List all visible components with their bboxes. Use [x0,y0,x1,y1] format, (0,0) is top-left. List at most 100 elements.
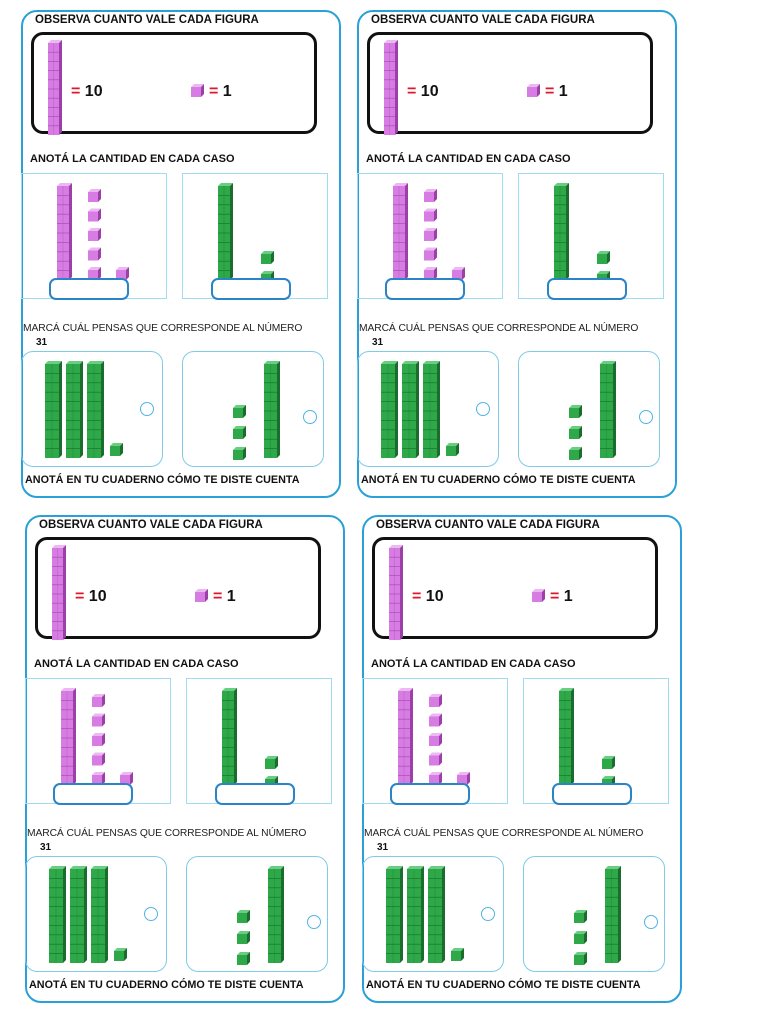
option-b-blocks [574,866,621,965]
case-b-answer-field[interactable] [215,783,295,805]
worksheet-card: OBSERVA CUANTO VALE CADA FIGURA = 10 = 1… [357,10,677,498]
option-a-radio[interactable] [144,907,158,921]
option-a-blocks [381,361,459,458]
ten-rod [398,688,413,785]
option-a-blocks [45,361,123,458]
case-b-answer-field[interactable] [211,278,291,300]
unit-cube [574,952,587,965]
option-b-blocks [569,361,616,460]
target-number: 31 [377,842,389,853]
ten-rod [386,866,403,963]
unit-cube [261,251,274,264]
ten-value: 10 [88,588,107,605]
unit-cube [457,772,470,785]
ten-rod [218,183,233,280]
option-a-radio[interactable] [476,402,490,416]
option-b-radio[interactable] [303,410,317,424]
case-b-answer-field[interactable] [552,783,632,805]
ten-rod [554,183,569,280]
card-footer: ANOTÁ EN TU CUADERNO CÓMO TE DISTE CUENT… [361,474,636,486]
instruction-amount: ANOTÁ LA CANTIDAD EN CADA CASO [30,153,235,165]
unit-cube [233,426,246,439]
unit-cube [88,228,101,241]
case-a-answer-field[interactable] [49,278,129,300]
card-footer: ANOTÁ EN TU CUADERNO CÓMO TE DISTE CUENT… [29,979,304,991]
card-title: OBSERVA CUANTO VALE CADA FIGURA [39,519,263,531]
ten-rod [264,361,280,458]
ten-rod-key [48,40,62,135]
ten-rod-value: = 10 [71,83,103,101]
ten-value: 10 [84,83,103,100]
target-number: 31 [40,842,52,853]
option-b-radio[interactable] [644,915,658,929]
unit-cube [88,267,101,280]
card-footer: ANOTÁ EN TU CUADERNO CÓMO TE DISTE CUENT… [25,474,300,486]
ten-rod [48,40,62,135]
ten-rod-value: = 10 [75,588,107,606]
equals-sign: = [209,83,219,100]
case-a-blocks [393,183,465,280]
case-b-blocks [559,688,615,789]
ten-rod [91,866,108,963]
unit-cube [424,267,437,280]
case-a-answer-field[interactable] [390,783,470,805]
ten-rod [559,688,574,785]
card-footer: ANOTÁ EN TU CUADERNO CÓMO TE DISTE CUENT… [366,979,641,991]
ten-rod [393,183,408,280]
value-key-box: = 10 = 1 [367,32,653,135]
unit-cube [429,713,442,727]
ten-rod [87,361,104,458]
case-a-answer-field[interactable] [385,278,465,300]
option-b-blocks [233,361,280,460]
case-a-blocks [57,183,129,280]
option-b-radio[interactable] [307,915,321,929]
unit-cube [569,405,582,418]
unit-cube [92,733,105,746]
option-a-blocks [49,866,127,963]
case-b-answer-field[interactable] [547,278,627,300]
unit-cube [424,247,437,261]
ten-rod [49,866,66,963]
value-key-box: = 10 = 1 [372,537,658,640]
instruction-mark: MARCÁ CUÁL PENSAS QUE CORRESPONDE AL NÚM… [27,828,307,839]
unit-cube [429,694,442,707]
ten-rod [600,361,616,458]
unit-cube [191,84,204,97]
case-a-blocks [61,688,133,785]
ten-rod [407,866,424,963]
worksheet-card: OBSERVA CUANTO VALE CADA FIGURA = 10 = 1… [25,515,345,1003]
ten-rod [57,183,72,280]
option-b-radio[interactable] [639,410,653,424]
unit-cube [532,589,545,602]
card-title: OBSERVA CUANTO VALE CADA FIGURA [376,519,600,531]
unit-cube [424,208,437,222]
ten-rod [222,688,237,785]
ten-rod-key [389,545,403,640]
unit-cube-value: = 1 [550,588,573,606]
option-a-radio[interactable] [140,402,154,416]
option-a-box [362,856,504,972]
ten-rod [605,866,621,963]
case-b-blocks [554,183,610,284]
one-value: 1 [226,588,236,605]
option-a-blocks [386,866,464,963]
unit-cube [446,443,459,456]
unit-cube [233,405,246,418]
equals-sign: = [412,588,422,605]
worksheet-card: OBSERVA CUANTO VALE CADA FIGURA = 10 = 1… [21,10,341,498]
unit-cube-key [195,589,208,602]
unit-cube [92,752,105,766]
instruction-amount: ANOTÁ LA CANTIDAD EN CADA CASO [371,658,576,670]
target-number: 31 [36,337,48,348]
unit-cube [120,772,133,785]
unit-cube [92,713,105,727]
unit-cube [424,228,437,241]
equals-sign: = [550,588,560,605]
unit-cube [233,447,246,460]
one-value: 1 [558,83,568,100]
case-a-answer-field[interactable] [53,783,133,805]
ten-rod [423,361,440,458]
option-a-radio[interactable] [481,907,495,921]
ten-value: 10 [420,83,439,100]
equals-sign: = [75,588,85,605]
